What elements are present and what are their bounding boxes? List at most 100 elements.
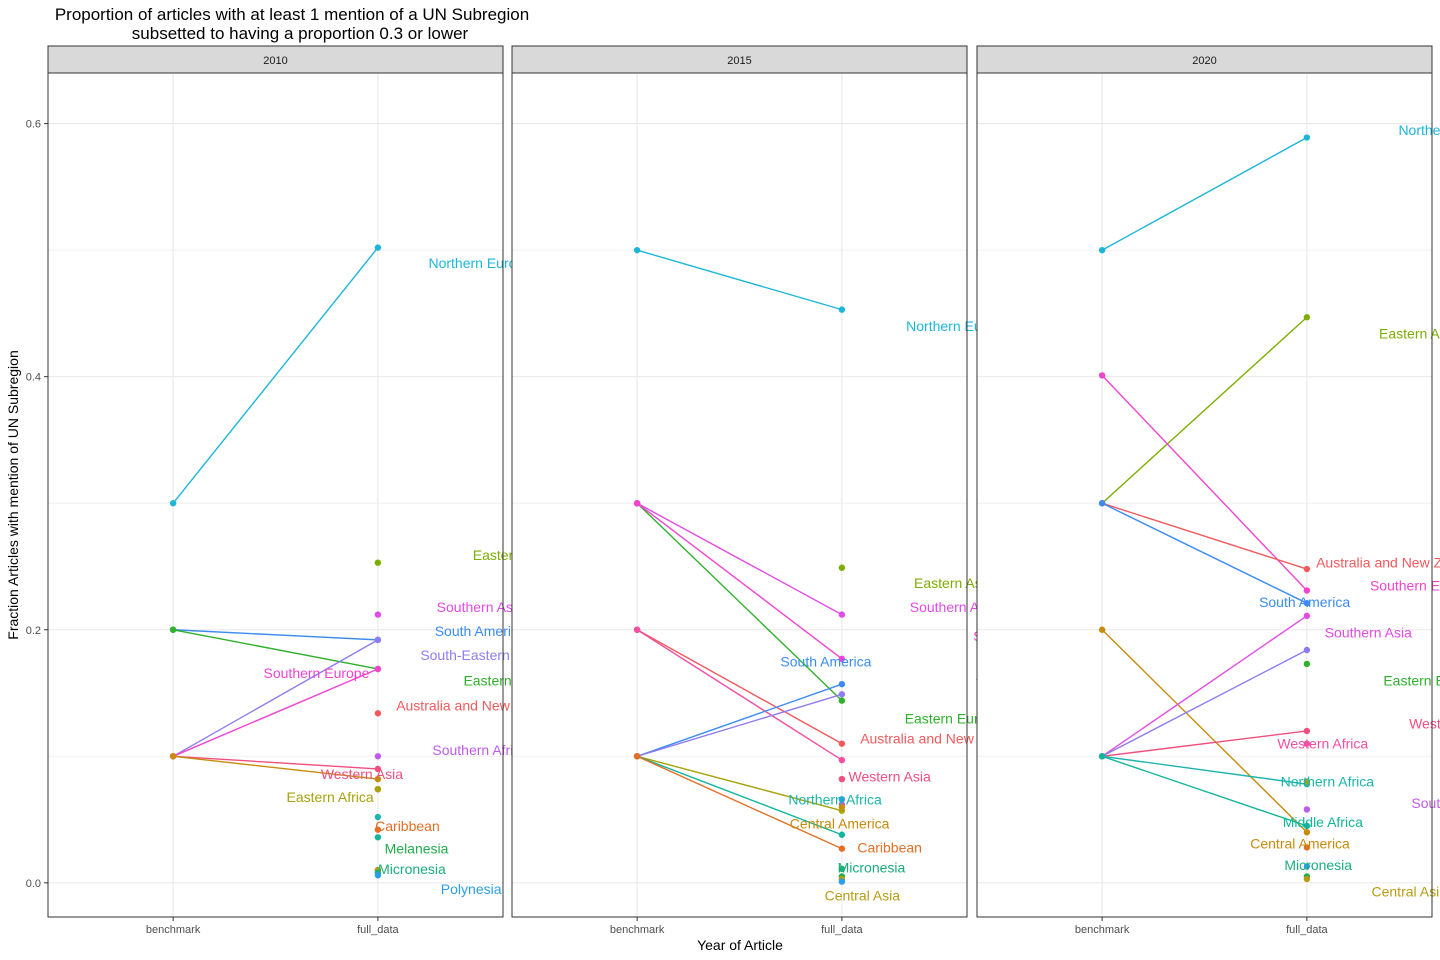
series-label: Eastern Europe [1383,672,1440,688]
point-full-data [374,244,382,251]
point-full-data [1303,565,1311,573]
series-label: Central Asia [1372,884,1440,900]
series-line-south-eastern-asia [1101,649,1308,757]
point-benchmark [169,753,177,760]
point-full-data [374,834,382,841]
series-label: Southern Europe [264,665,370,681]
series-label: Southern Asia [910,599,997,615]
panel-border [47,72,504,918]
chart-title-line-2: subsetted to having a proportion 0.3 or … [132,24,469,43]
series-label: Australia and New Zealand [1316,555,1440,571]
point-full-data [838,697,846,704]
point-full-data [838,564,846,571]
point-benchmark [633,246,641,254]
x-tick-label: full_data [357,924,399,936]
point-full-data [838,803,846,811]
series-line-south-america [1101,502,1308,604]
point-full-data [1303,587,1311,594]
point-full-data [838,831,846,838]
series-label: Middle Africa [1283,814,1363,830]
facet-panels: 2010 Northern Europe Eastern Asia Southern … [26,45,1440,936]
point-full-data [374,775,382,783]
point-full-data [374,872,382,879]
series-line-eastern-africa [636,755,843,812]
series-line-south-america [173,629,378,641]
chart-title-line-1: Proportion of articles with at least 1 m… [55,5,529,24]
point-full-data [838,691,846,698]
point-full-data [1303,875,1311,883]
point-benchmark [633,753,641,760]
series-label: Caribbean [857,839,922,855]
facet-strip [976,45,1433,74]
x-axis-title: Year of Article [697,937,783,953]
series-label: Northern Africa [788,791,882,807]
axis-titles: Year of Article Fraction Articles with me… [5,350,783,953]
point-benchmark [1098,626,1106,633]
point-full-data [838,655,846,663]
point-full-data [838,775,846,783]
series-line-southern-europe [172,668,379,757]
series-label: Northern Europe [428,255,532,271]
point-benchmark [633,500,641,507]
point-full-data [1303,134,1311,141]
y-tick-label: 0.6 [26,119,41,131]
point-full-data [374,785,382,793]
point-benchmark [1098,246,1106,254]
facet-strip [47,45,504,74]
point-full-data [374,611,382,618]
point-full-data [1303,778,1311,785]
point-full-data [838,680,846,688]
series-line-south-eastern-asia [636,693,843,757]
point-full-data [838,845,846,852]
series-line-caribbean [636,755,843,850]
x-tick-label: benchmark [1075,924,1130,936]
x-tick-label: full_data [1286,924,1328,936]
series-label: Eastern Africa [287,789,374,805]
series-label: Melanesia [385,841,449,857]
series-line-middle-africa [1101,755,1308,827]
series-line-western-asia [1102,730,1307,757]
facet-strip-label: 2020 [1192,55,1216,67]
y-tick-label: 0.4 [26,372,41,384]
series-label: South-Eastern Asia [420,647,540,663]
point-full-data [1303,740,1311,747]
point-benchmark [1098,753,1106,760]
series-line-central-america [1101,629,1308,833]
series-line-central-america [173,755,378,780]
point-full-data [374,813,382,821]
series-label: Western Asia [1409,715,1440,731]
point-benchmark [633,626,641,633]
series-line-northern-europe [1101,136,1308,251]
point-full-data [1303,646,1311,654]
facet-panel-2020: 2020 Northern Europe Eastern Asia Australia… [976,45,1440,936]
series-line-southern-asia [636,502,843,616]
series-line-northern-africa [1102,755,1307,785]
series-line-northern-europe [172,247,379,504]
series-line-southern-europe [636,502,843,660]
y-tick-label: 0.0 [26,878,41,890]
series-line-australia-and-new-zealand [1101,502,1308,570]
series-label: Central Asia [825,887,901,903]
point-full-data [1303,599,1311,607]
facet-strip-label: 2010 [263,55,287,67]
series-line-western-africa [636,629,843,761]
series-label: South America [780,653,871,669]
series-label: Western Africa [1277,736,1368,752]
point-full-data [1303,822,1311,830]
point-full-data [838,878,846,885]
panel-background [977,73,1432,917]
series-line-middle-africa [636,755,843,836]
point-full-data [1303,863,1311,870]
series-label: South America [1259,594,1350,610]
series-label: Eastern Asia [1379,326,1440,342]
series-line-eastern-europe [636,502,843,702]
series-line-south-america [636,683,843,757]
point-full-data [838,611,846,618]
point-full-data [1303,829,1311,836]
point-benchmark [169,626,177,633]
series-label: Northern Africa [1281,774,1375,790]
series-label: Eastern Asia [914,575,993,591]
point-full-data [374,665,382,673]
point-benchmark [1098,372,1106,379]
